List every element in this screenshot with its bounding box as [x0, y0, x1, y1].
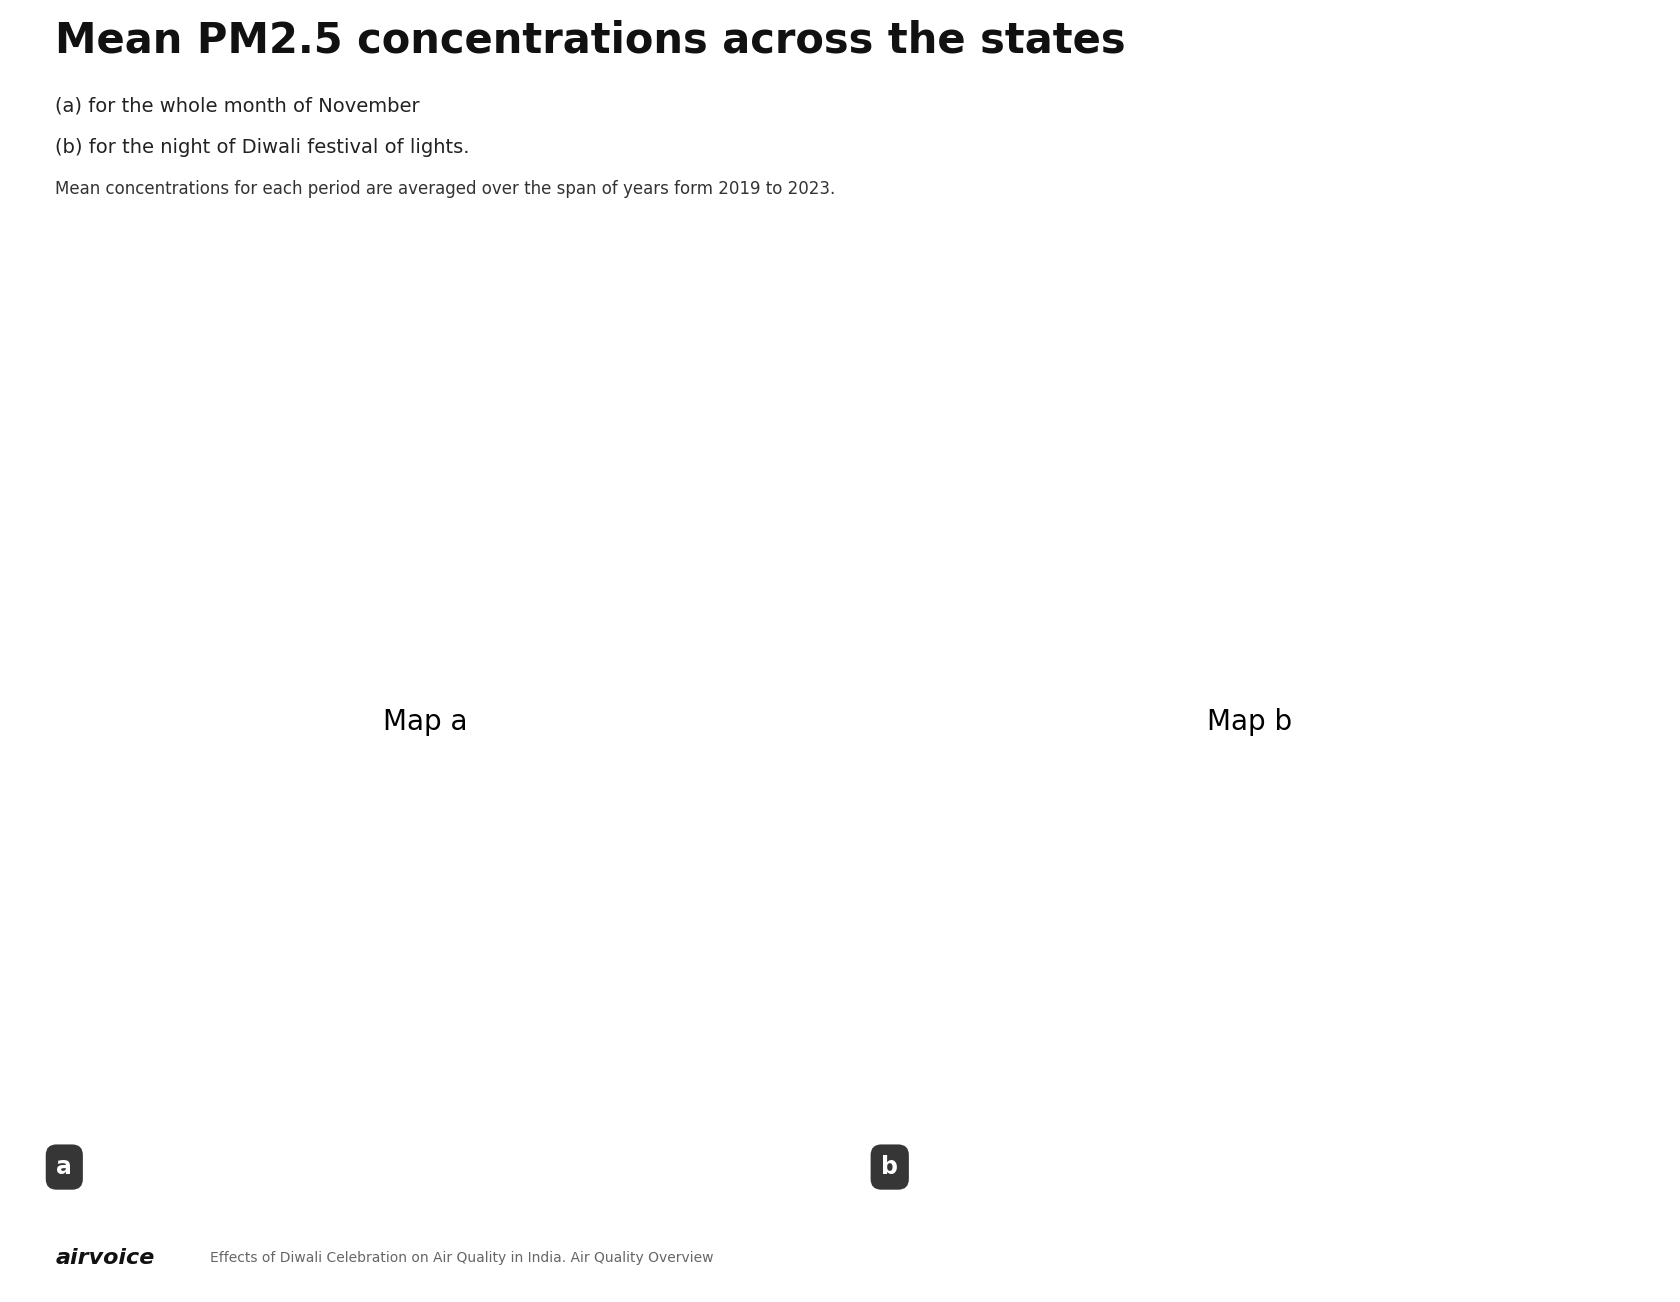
Text: airvoice: airvoice	[55, 1249, 155, 1268]
Text: Mean PM2.5 concentrations across the states: Mean PM2.5 concentrations across the sta…	[55, 20, 1126, 61]
Text: Mean concentrations for each period are averaged over the span of years form 201: Mean concentrations for each period are …	[55, 180, 835, 198]
Text: Map a: Map a	[383, 708, 467, 736]
Text: Effects of Diwali Celebration on Air Quality in India. Air Quality Overview: Effects of Diwali Celebration on Air Qua…	[210, 1251, 714, 1266]
Text: b: b	[882, 1155, 899, 1180]
Text: a: a	[57, 1155, 72, 1180]
Text: (b) for the night of Diwali festival of lights.: (b) for the night of Diwali festival of …	[55, 138, 470, 158]
Text: Map b: Map b	[1208, 708, 1292, 736]
Text: (a) for the whole month of November: (a) for the whole month of November	[55, 96, 420, 116]
